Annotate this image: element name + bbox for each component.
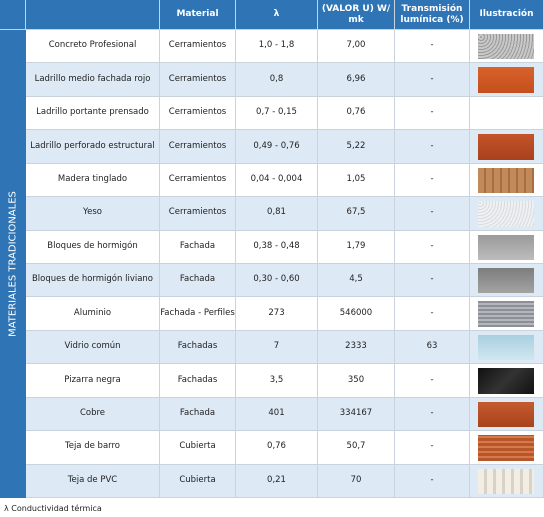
cell-value: -	[395, 230, 470, 264]
cell-value: 70	[318, 464, 395, 498]
cell-value: 5,22	[318, 130, 395, 164]
material-name: Bloques de hormigón	[26, 230, 160, 264]
cell-value: Fachada - Perfiles	[160, 297, 236, 331]
cell-value: 0,76	[236, 431, 318, 465]
cell-value: -	[395, 264, 470, 298]
cell-value: Fachada	[160, 397, 236, 432]
cell-value: 6,96	[318, 63, 395, 97]
cell-value: 7,00	[318, 30, 395, 64]
cell-value: 0,76	[318, 96, 395, 131]
header-cell: Material	[160, 0, 236, 30]
cell-value: 1,79	[318, 230, 395, 264]
cell-value: Fachada	[160, 264, 236, 298]
cell-value: 2333	[318, 330, 395, 365]
illustration	[478, 401, 534, 428]
cell-value: 0,49 - 0,76	[236, 130, 318, 164]
illustration	[478, 301, 534, 327]
illustration	[478, 268, 534, 294]
material-name: Ladrillo perforado estructural	[26, 130, 160, 164]
illustration	[478, 167, 534, 194]
material-name: Concreto Profesional	[26, 30, 160, 64]
cell-value: -	[395, 96, 470, 131]
cell-value: 0,8	[236, 63, 318, 97]
illustration	[478, 468, 534, 494]
cell-value: 0,21	[236, 464, 318, 498]
material-name: Vidrio común	[26, 330, 160, 365]
cell-value: 4,5	[318, 264, 395, 298]
header-cell	[0, 0, 26, 30]
cell-value: 401	[236, 397, 318, 432]
cell-value: Cerramientos	[160, 63, 236, 97]
cell-value: 50,7	[318, 431, 395, 465]
illustration	[478, 201, 534, 227]
footnote: λ Conductividad térmica	[4, 504, 102, 513]
illustration	[478, 334, 534, 361]
material-name: Bloques de hormigón liviano	[26, 264, 160, 298]
material-name: Cobre	[26, 397, 160, 432]
cell-value: -	[395, 163, 470, 198]
cell-value: Fachadas	[160, 330, 236, 365]
cell-value: Cerramientos	[160, 197, 236, 231]
illustration	[478, 368, 534, 394]
cell-value: 0,38 - 0,48	[236, 230, 318, 264]
material-name: Madera tinglado	[26, 163, 160, 198]
cell-value: Fachada	[160, 230, 236, 264]
material-name: Teja de barro	[26, 431, 160, 465]
material-name: Pizarra negra	[26, 364, 160, 398]
illustration-cell	[470, 96, 544, 131]
cell-value: 1,05	[318, 163, 395, 198]
cell-value: 63	[395, 330, 470, 365]
cell-value: -	[395, 464, 470, 498]
cell-value: Cerramientos	[160, 130, 236, 164]
cell-value: 0,7 - 0,15	[236, 96, 318, 131]
cell-value: Cerramientos	[160, 96, 236, 131]
material-name: Ladrillo portante prensado	[26, 96, 160, 131]
material-name: Yeso	[26, 197, 160, 231]
cell-value: 350	[318, 364, 395, 398]
material-name: Aluminio	[26, 297, 160, 331]
illustration	[478, 67, 534, 93]
cell-value: 0,30 - 0,60	[236, 264, 318, 298]
side-label: MATERIALES TRADICIONALES	[7, 191, 19, 337]
illustration	[478, 134, 534, 160]
header-cell	[26, 0, 160, 30]
cell-value: Cerramientos	[160, 163, 236, 198]
cell-value: 7	[236, 330, 318, 365]
side-band: MATERIALES TRADICIONALES	[0, 30, 26, 498]
header-cell: Transmisión lumínica (%)	[395, 0, 470, 30]
header-cell: Ilustración	[470, 0, 544, 30]
cell-value: -	[395, 63, 470, 97]
cell-value: -	[395, 397, 470, 432]
material-name: Teja de PVC	[26, 464, 160, 498]
cell-value: Fachadas	[160, 364, 236, 398]
material-name: Ladrillo medio fachada rojo	[26, 63, 160, 97]
cell-value: 67,5	[318, 197, 395, 231]
illustration	[478, 34, 534, 60]
cell-value: 0,04 - 0,004	[236, 163, 318, 198]
cell-value: -	[395, 130, 470, 164]
cell-value: -	[395, 297, 470, 331]
illustration	[478, 234, 534, 260]
cell-value: 334167	[318, 397, 395, 432]
cell-value: 0,81	[236, 197, 318, 231]
header-cell: λ	[236, 0, 318, 30]
cell-value: -	[395, 197, 470, 231]
cell-value: -	[395, 30, 470, 64]
cell-value: Cubierta	[160, 464, 236, 498]
cell-value: -	[395, 431, 470, 465]
illustration	[478, 435, 534, 461]
cell-value: Cerramientos	[160, 30, 236, 64]
cell-value: 273	[236, 297, 318, 331]
cell-value: -	[395, 364, 470, 398]
cell-value: 546000	[318, 297, 395, 331]
header-cell: (VALOR U) W/ mk	[318, 0, 395, 30]
cell-value: 3,5	[236, 364, 318, 398]
cell-value: Cubierta	[160, 431, 236, 465]
cell-value: 1,0 - 1,8	[236, 30, 318, 64]
